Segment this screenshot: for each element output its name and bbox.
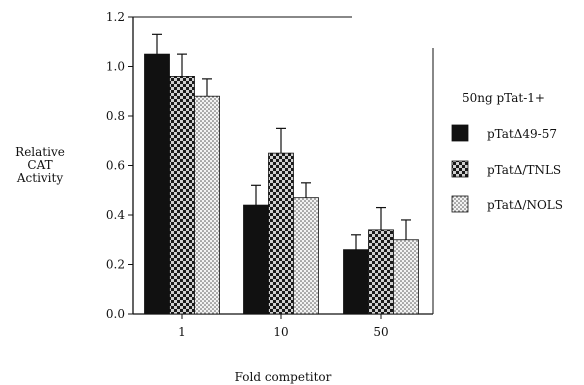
y-tick-label: 0.6	[106, 159, 125, 173]
bar-checker-50	[368, 229, 394, 315]
y-tick-label: 1.2	[106, 10, 125, 24]
y-tick-label: 0.2	[106, 258, 125, 272]
bar-solid-50	[343, 249, 369, 315]
x-tick-label: 50	[373, 325, 388, 339]
x-tick-label: 10	[273, 325, 288, 339]
y-axis-title-line: Activity	[16, 171, 63, 185]
legend-swatch-dots	[451, 195, 469, 213]
legend-swatch-checker	[451, 160, 469, 178]
x-tick-label: 1	[178, 325, 186, 339]
legend-label: pTatΔ49-57	[487, 127, 557, 141]
legend-title: 50ng pTat-1+	[462, 91, 545, 105]
bar-solid-1	[144, 53, 170, 315]
x-axis-title: Fold competitor	[235, 370, 332, 384]
bar-dots-1	[194, 95, 220, 315]
y-tick-label: 0.0	[106, 307, 125, 321]
legend-label: pTatΔ/NOLS	[487, 198, 563, 212]
y-axis-title-line: CAT	[27, 158, 52, 172]
y-tick-label: 1.0	[106, 60, 125, 74]
bar-dots-50	[393, 239, 419, 315]
bar-checker-10	[268, 152, 294, 315]
legend-label: pTatΔ/TNLS	[487, 163, 561, 177]
y-axis-title-line: Relative	[15, 145, 65, 159]
y-tick-label: 0.8	[106, 109, 125, 123]
bar-solid-10	[243, 204, 269, 315]
legend-swatch-solid	[451, 124, 469, 142]
bar-checker-1	[169, 76, 195, 315]
y-tick-label: 0.4	[106, 208, 125, 222]
bar-dots-10	[293, 197, 319, 315]
